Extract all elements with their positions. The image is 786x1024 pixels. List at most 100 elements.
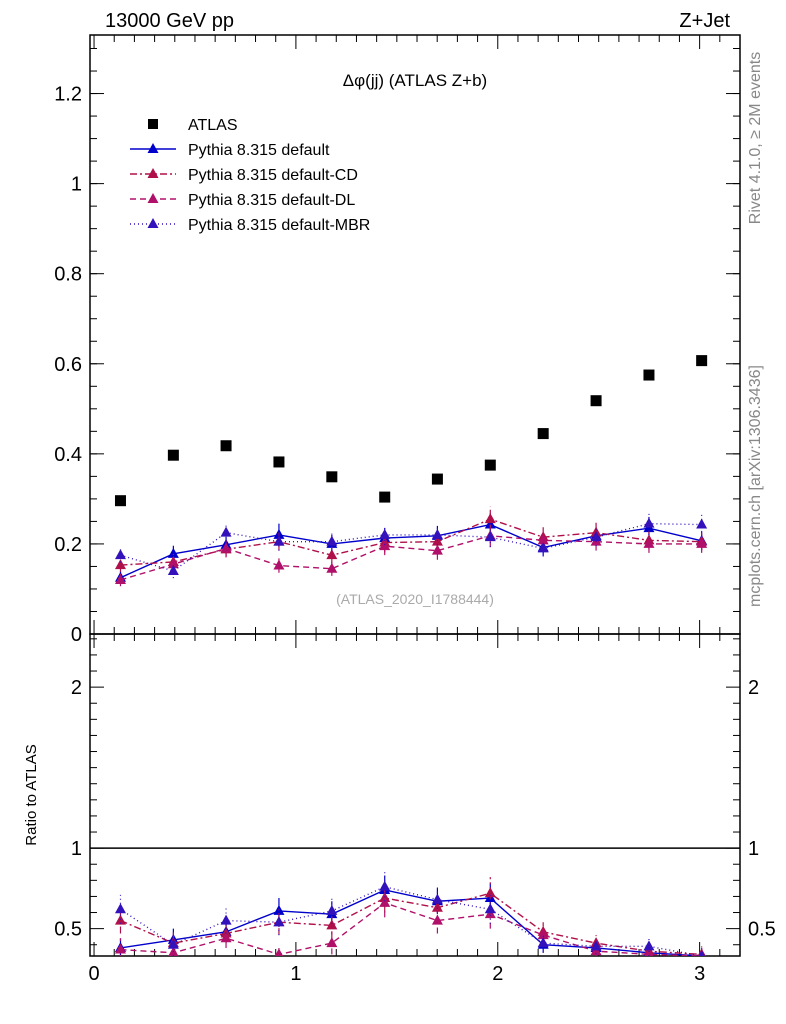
series-marker [273,559,285,570]
main-y-tick-label: 0.8 [54,264,82,286]
series-marker [273,535,285,546]
series-marker [114,559,126,570]
legend-label: Pythia 8.315 default-DL [188,192,355,209]
ratio-marker [644,948,654,956]
data-point [484,459,496,471]
x-tick-label: 0 [88,963,99,985]
series-line [120,518,702,566]
data-point [326,471,338,483]
series-marker [220,542,232,553]
main-y-tick-label: 0.2 [54,534,82,556]
legend-label: Pythia 8.315 default-CD [188,167,358,184]
x-tick-label: 2 [492,963,503,985]
ratio-marker [167,938,179,949]
data-point [114,495,126,507]
ratio-marker [114,943,126,954]
data-point [537,428,549,440]
legend-marker [147,193,159,203]
main-y-tick-label: 0.4 [54,444,82,466]
series-marker [114,549,126,560]
analysis-watermark: (ATLAS_2020_I1788444) [336,591,494,607]
ratio-frame [89,633,741,957]
series-marker [696,518,708,529]
ratio-marker [379,896,391,907]
series-marker [220,526,232,537]
ratio-marker [326,937,338,948]
series-marker [167,564,179,575]
ratio-marker [273,916,285,927]
ratio-marker [431,893,443,904]
rivet-label: Rivet 4.1.0, ≥ 2M events [747,52,764,224]
legend-label: Pythia 8.315 default [188,142,330,159]
ratio-clipped-group [114,872,706,956]
series-marker [484,513,496,524]
mcplots-label: mcplots.cern.ch [arXiv:1306.3436] [747,365,764,607]
main-y-tick-label: 1.2 [54,84,82,106]
ratio-marker [274,948,284,956]
x-tick-label: 3 [694,963,705,985]
ratio-y-tick-label: 2 [71,677,82,699]
series-marker [167,558,179,569]
series-marker [431,528,443,539]
ratio-marker [537,929,549,940]
data-point [220,440,232,452]
ratio-marks [114,872,706,956]
series-marker [326,535,338,546]
series-marker [326,562,338,573]
ratio-marker [698,950,705,956]
data-point [590,395,602,407]
series-marker [696,537,708,548]
ratio-y-tick-label: 0.5 [54,919,82,941]
ratio-y-tick-label-right: 0.5 [748,919,776,941]
main-y-tick-label: 0.6 [54,354,82,376]
ratio-marker [379,880,391,891]
data-point [273,456,285,468]
series-marker [431,544,443,555]
ratio-marker [326,919,338,930]
series-marker [537,534,549,545]
series-marker [379,528,391,539]
series-marker [114,573,126,584]
series-marker [379,540,391,551]
series-marker [643,537,655,548]
data-point [431,473,443,485]
ratio-y-tick-label-right: 2 [748,677,759,699]
ratio-marker [643,940,655,951]
main-marks [114,355,708,587]
data-point [643,369,655,381]
header-process: Z+Jet [679,10,730,32]
ratio-marker [114,903,126,914]
plot-title: Δφ(jj) (ATLAS Z+b) [343,71,487,90]
data-point [696,355,708,367]
data-point [379,491,391,503]
legend: ATLAS Pythia 8.315 default Pythia 8.315 de… [130,117,370,234]
x-tick-label: 1 [290,963,301,985]
series-marker [643,517,655,528]
ratio-ylabel: Ratio to ATLAS [23,744,40,845]
data-point [167,449,179,461]
ratio-marker [537,937,549,948]
series-line [120,535,702,581]
ratio-marker [431,914,443,925]
ratio-y-tick-label-right: 1 [748,838,759,860]
legend-marker [147,143,159,153]
series-marker [590,531,602,542]
series-marker [326,549,338,560]
ratio-marker [484,887,496,898]
ratio-marker [431,901,443,912]
ratio-marker [590,940,602,951]
ratio-marker [220,914,232,925]
series-marker [537,542,549,553]
ratio-series-line [120,902,702,956]
ratio-marker [220,932,232,943]
series-marker [484,531,496,542]
legend-marker [147,168,159,178]
series-marker [484,518,496,529]
ratio-series-line [120,889,702,956]
series-marker [167,547,179,558]
legend-label-data: ATLAS [188,117,238,134]
main-y-tick-label: 1 [71,174,82,196]
ratio-y-tick-label: 1 [71,838,82,860]
